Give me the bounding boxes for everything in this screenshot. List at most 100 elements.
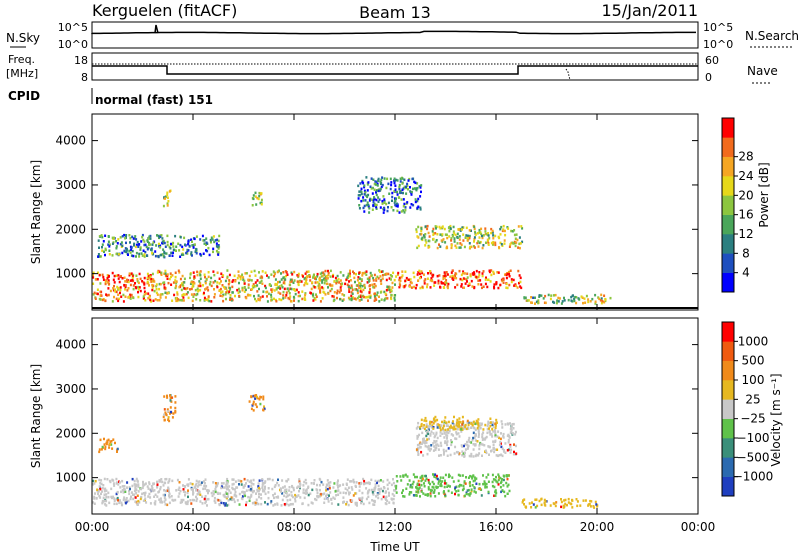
colorbar-segment: [722, 176, 734, 196]
y-tick-label: 3000: [55, 382, 86, 396]
colorbar-segment: [722, 156, 734, 177]
freq-trace: [92, 65, 698, 75]
velocity-x-axis: 00:00 04:00 08:00 12:00 16:00 20:00 00:00: [75, 318, 716, 534]
colorbar-segment: [722, 272, 734, 293]
colorbar-tick-label: 24: [738, 169, 753, 183]
velocity-y-axis: 1000 2000 3000 4000: [55, 338, 698, 485]
colorbar-segment: [722, 234, 734, 254]
velocity-colorbar: 1000 500 100 25 −25 −100 −500 −1000: [721, 321, 774, 497]
colorbar-segment: [722, 399, 734, 419]
echo-region: [92, 477, 397, 507]
velocity-ylabel: Slant Range [km]: [29, 364, 43, 468]
colorbar-segment: [722, 380, 734, 400]
velocity-colorbar-label: Velocity [m s⁻¹]: [769, 373, 783, 466]
echo-region: [420, 415, 498, 432]
x-tick-label: 16:00: [479, 520, 514, 534]
freq-panel: Freq. [MHz] 18 8 60 0 Nave: [6, 52, 778, 84]
power-x-axis: [91, 114, 699, 310]
colorbar-segment: [722, 341, 734, 361]
echo-region: [98, 437, 119, 454]
echo-region: [162, 394, 177, 423]
echo-region: [415, 224, 524, 250]
cpid-value: normal (fast) 151: [95, 93, 213, 107]
nave-tick-top: 60: [705, 54, 719, 67]
x-tick-label: 20:00: [580, 520, 615, 534]
power-y-axis: 1000 2000 3000 4000: [55, 134, 698, 281]
nsky-spike: [154, 24, 159, 34]
power-echoes: [92, 176, 612, 305]
nsky-label: N.Sky: [6, 31, 40, 45]
y-tick-label: 1000: [55, 267, 86, 281]
colorbar-segment: [722, 195, 734, 215]
echo-region: [97, 233, 221, 259]
nave-spike: [565, 68, 571, 81]
nsearch-tick-bottom: 10^0: [703, 38, 733, 51]
cpid-label: CPID: [8, 89, 40, 103]
colorbar-tick-label: −25: [740, 412, 765, 426]
velocity-echoes: [92, 394, 599, 509]
echo-region: [523, 293, 612, 305]
colorbar-segment: [722, 457, 734, 477]
nsky-tick-bottom: 10^0: [58, 38, 88, 51]
nave-tick-bottom: 0: [705, 71, 712, 84]
echo-region: [248, 394, 266, 412]
nsky-tick-top: 10^5: [58, 21, 88, 34]
colorbar-tick-label: −100: [737, 431, 770, 445]
x-tick-label: 04:00: [176, 520, 211, 534]
colorbar-segment: [722, 418, 734, 439]
x-tick-label: 00:00: [681, 520, 716, 534]
colorbar-segment: [722, 360, 734, 381]
colorbar-segment: [722, 253, 734, 273]
colorbar-tick-label: 12: [738, 227, 753, 241]
colorbar-tick-label: 28: [738, 150, 753, 164]
y-tick-label: 1000: [55, 471, 86, 485]
freq-label-1: Freq.: [8, 53, 35, 66]
y-tick-label: 2000: [55, 222, 86, 236]
power-ylabel: Slant Range [km]: [29, 160, 43, 264]
y-tick-label: 3000: [55, 178, 86, 192]
echo-region: [251, 191, 263, 207]
nsearch-label: N.Search: [745, 29, 799, 43]
colorbar-segment: [722, 476, 734, 497]
freq-tick-bottom: 8: [81, 71, 88, 84]
colorbar-segment: [722, 118, 734, 138]
colorbar-tick-label: 4: [742, 266, 750, 280]
colorbar-tick-label: −500: [737, 450, 770, 464]
nsky-panel: N.Sky 10^5 10^0 10^5 10^0 N.Search: [6, 21, 799, 51]
nave-label: Nave: [747, 64, 778, 78]
x-tick-label: 12:00: [378, 520, 413, 534]
power-colorbar-label: Power [dB]: [757, 162, 771, 227]
colorbar-tick-label: 20: [738, 188, 753, 202]
colorbar-segment: [722, 438, 734, 458]
velocity-panel: 1000 2000 3000 4000 00:00 04:00 08:00 12:00 16:…: [29, 317, 783, 534]
echo-region: [395, 473, 511, 498]
x-tick-label: 08:00: [277, 520, 312, 534]
echo-region: [395, 269, 523, 290]
date-title: 15/Jan/2011: [601, 1, 698, 20]
x-tick-label: 00:00: [75, 520, 110, 534]
time-axis-label: Time UT: [369, 540, 420, 554]
colorbar-tick-label: 500: [742, 354, 765, 368]
echo-region: [155, 269, 397, 303]
echo-region: [521, 497, 599, 509]
y-tick-label: 4000: [55, 134, 86, 148]
echo-region: [162, 189, 172, 208]
power-panel: 1000 2000 3000 4000 Slant Range [km] 4 8 12 16…: [29, 113, 771, 311]
colorbar-tick-label: 25: [745, 392, 760, 406]
colorbar-segment: [722, 322, 734, 342]
nsky-trace: [91, 30, 696, 35]
freq-label-2: [MHz]: [6, 67, 38, 80]
echo-region: [357, 176, 423, 214]
nsearch-tick-top: 10^5: [703, 21, 733, 34]
colorbar-tick-label: −1000: [733, 470, 774, 484]
y-tick-label: 2000: [55, 426, 86, 440]
colorbar-tick-label: 100: [742, 373, 765, 387]
beam-title: Beam 13: [359, 3, 431, 22]
echo-region: [92, 271, 157, 303]
colorbar-tick-label: 1000: [738, 334, 769, 348]
colorbar-tick-label: 8: [742, 246, 750, 260]
colorbar-segment: [722, 137, 734, 157]
colorbar-segment: [722, 214, 734, 235]
station-title: Kerguelen (fitACF): [92, 1, 237, 20]
